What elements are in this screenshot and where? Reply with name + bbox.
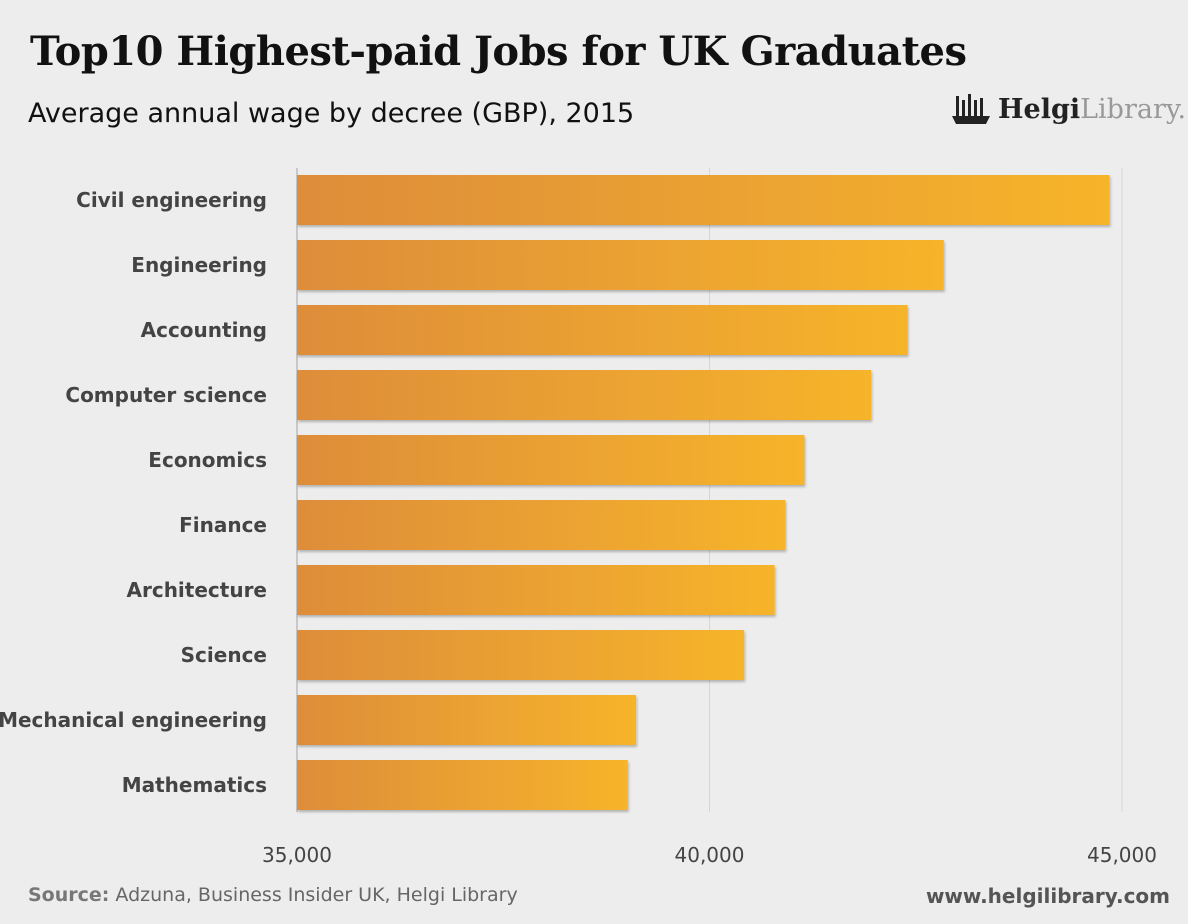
bar [297, 695, 637, 745]
logo-icon [952, 94, 990, 124]
category-label: Finance [179, 513, 267, 537]
bar [297, 175, 1110, 225]
source-note: Source: Adzuna, Business Insider UK, Hel… [28, 884, 518, 906]
bar [297, 305, 908, 355]
category-label: Science [181, 643, 267, 667]
helgi-library-logo: Helgi Library. [950, 92, 1186, 126]
bar [297, 240, 944, 290]
bar [297, 370, 872, 420]
chart-subtitle: Average annual wage by decree (GBP), 201… [28, 98, 635, 129]
bar [297, 500, 786, 550]
category-label: Civil engineering [76, 188, 267, 212]
source-text: Adzuna, Business Insider UK, Helgi Libra… [109, 884, 518, 906]
chart-title: Top10 Highest-paid Jobs for UK Graduates [30, 28, 967, 75]
category-label: Mechanical engineering [0, 708, 267, 732]
category-label: Engineering [131, 253, 267, 277]
x-tick-label: 35,000 [262, 843, 332, 867]
category-label: Mathematics [122, 773, 267, 797]
bar [297, 435, 805, 485]
source-label: Source: [28, 884, 110, 906]
category-label: Computer science [65, 383, 267, 407]
x-tick-label: 40,000 [675, 843, 745, 867]
category-label: Economics [148, 448, 267, 472]
website-url: www.helgilibrary.com [925, 884, 1170, 908]
category-label: Architecture [127, 578, 268, 602]
bar [297, 760, 628, 810]
bar [297, 565, 775, 615]
x-tick-label: 45,000 [1087, 843, 1157, 867]
bar [297, 630, 745, 680]
category-label: Accounting [141, 318, 267, 342]
logo-text-bold: Helgi [998, 93, 1081, 125]
logo-text-light: Library. [1080, 93, 1187, 125]
